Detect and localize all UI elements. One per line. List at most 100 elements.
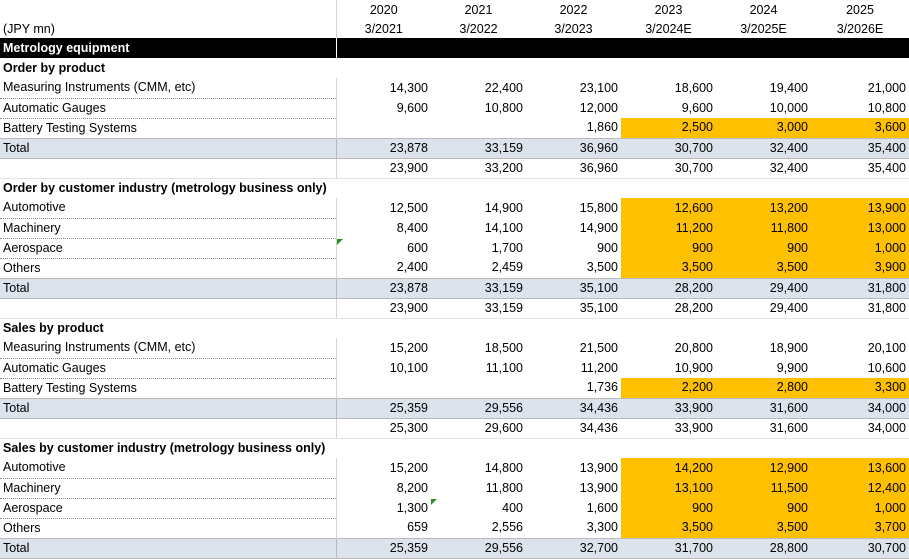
value-cell: 11,800	[716, 218, 811, 238]
band-cell	[811, 38, 909, 58]
value-cell	[336, 58, 431, 78]
value-cell: 3,500	[621, 518, 716, 538]
value-cell: 15,200	[389, 340, 428, 355]
table-row: Others 2,400 2,459 3,500 3,500 3,500 3,900	[0, 258, 909, 279]
row-label: Others	[0, 518, 337, 539]
value-cell: 15,800	[579, 200, 618, 215]
band-row: Metrology equipment	[0, 38, 909, 58]
value-cell: 30,700	[621, 137, 716, 159]
value-cell: 13,200	[716, 198, 811, 218]
value-cell	[811, 58, 909, 78]
row-label: Total	[0, 397, 337, 419]
value-cell: 10,900	[674, 360, 713, 375]
value-cell: 12,600	[621, 198, 716, 218]
value-cell	[336, 178, 431, 198]
band-cell	[621, 38, 716, 58]
value-cell: 10,100	[389, 360, 428, 375]
value-cell: 33,900	[621, 397, 716, 419]
value-cell	[526, 318, 621, 338]
table-row: Machinery 8,200 11,800 13,900 13,100 11,500 12…	[0, 478, 909, 499]
value-cell: 3,500	[586, 260, 618, 275]
value-cell: 32,700	[526, 537, 621, 559]
value-cell: 11,500	[716, 478, 811, 498]
value-cell	[621, 178, 716, 198]
value-cell: 8,400	[396, 220, 428, 235]
table-row: Aerospace 600 1,700 900 900 900 1,000	[0, 238, 909, 259]
value-cell	[716, 178, 811, 198]
row-label: Machinery	[0, 218, 337, 239]
value-cell	[716, 318, 811, 338]
value-cell	[336, 318, 431, 338]
value-cell	[716, 438, 811, 458]
value-cell: 33,159	[431, 277, 526, 299]
value-cell: 1,700	[491, 240, 523, 255]
value-cell: 34,436	[526, 418, 621, 439]
value-cell: 600	[336, 238, 431, 258]
value-cell: 1,600	[586, 500, 618, 515]
band-cell	[336, 38, 431, 58]
value-cell	[621, 58, 716, 78]
section-header-row: Order by product	[0, 58, 909, 78]
value-cell: 9,600	[396, 100, 428, 115]
period-cell: 3/2026E	[836, 21, 884, 36]
value-cell: 30,700	[811, 537, 909, 559]
value-cell: 13,900	[579, 460, 618, 475]
row-label: Aerospace	[0, 238, 337, 259]
value-cell	[621, 438, 716, 458]
value-cell: 10,800	[484, 100, 523, 115]
value-cell: 30,700	[621, 158, 716, 179]
row-label	[0, 158, 337, 179]
value-cell	[811, 438, 909, 458]
value-cell: 35,100	[526, 298, 621, 319]
value-cell: 10,600	[867, 360, 906, 375]
header-periods-row: (JPY mn) 3/2021 3/2022 3/2023 3/2024E 3/…	[0, 19, 909, 38]
value-cell: 11,100	[485, 360, 523, 375]
table-row: Automatic Gauges 9,600 10,800 12,000 9,600 10…	[0, 98, 909, 119]
table-row: Automotive 15,200 14,800 13,900 14,200 12,900…	[0, 458, 909, 479]
value-cell	[431, 438, 526, 458]
section-header-row: Sales by customer industry (metrology bu…	[0, 438, 909, 458]
row-label: Automotive	[0, 458, 337, 479]
row-label: Machinery	[0, 478, 337, 499]
value-cell: 18,600	[674, 80, 713, 95]
value-cell: 14,800	[484, 460, 523, 475]
band-cell	[431, 38, 526, 58]
subtotal-row: 23,900 33,159 35,100 28,200 29,400 31,800	[0, 298, 909, 319]
row-label	[0, 298, 337, 319]
value-cell: 23,878	[336, 277, 431, 299]
section-title: Order by customer industry (metrology bu…	[3, 180, 327, 195]
period-cell: 3/2025E	[740, 21, 787, 36]
table-row: Measuring Instruments (CMM, etc) 14,300 22…	[0, 78, 909, 99]
value-cell	[336, 438, 431, 458]
value-cell: 29,556	[431, 537, 526, 559]
value-cell: 18,900	[769, 340, 808, 355]
value-cell: 13,900	[579, 480, 618, 495]
value-cell: 1,736	[586, 380, 618, 395]
value-cell: 3,500	[621, 258, 716, 278]
value-cell: 33,900	[621, 418, 716, 439]
value-cell	[431, 178, 526, 198]
value-cell	[431, 318, 526, 338]
row-label: Battery Testing Systems	[0, 378, 337, 399]
value-cell	[526, 178, 621, 198]
value-cell: 15,200	[389, 460, 428, 475]
header-years-row: 2020 2021 2022 2023 2024 2025	[0, 0, 909, 19]
value-cell: 25,300	[336, 418, 431, 439]
value-cell: 3,300	[811, 378, 909, 398]
row-label: Measuring Instruments (CMM, etc)	[0, 78, 337, 99]
value-cell: 1,000	[811, 238, 909, 258]
value-cell: 34,000	[811, 418, 909, 439]
table-row: Measuring Instruments (CMM, etc) 15,200 18…	[0, 338, 909, 359]
value-cell: 13,100	[621, 478, 716, 498]
value-cell: 1,860	[586, 120, 618, 135]
value-cell: 22,400	[484, 80, 523, 95]
value-cell: 10,000	[769, 100, 808, 115]
value-cell: 12,400	[811, 478, 909, 498]
value-cell: 11,200	[580, 360, 618, 375]
value-cell: 900	[597, 240, 618, 255]
unit-label: (JPY mn)	[0, 19, 337, 38]
value-cell: 34,000	[811, 397, 909, 419]
value-cell: 900	[716, 238, 811, 258]
section-title: Order by product	[3, 60, 106, 75]
year-cell: 2022	[559, 2, 588, 17]
